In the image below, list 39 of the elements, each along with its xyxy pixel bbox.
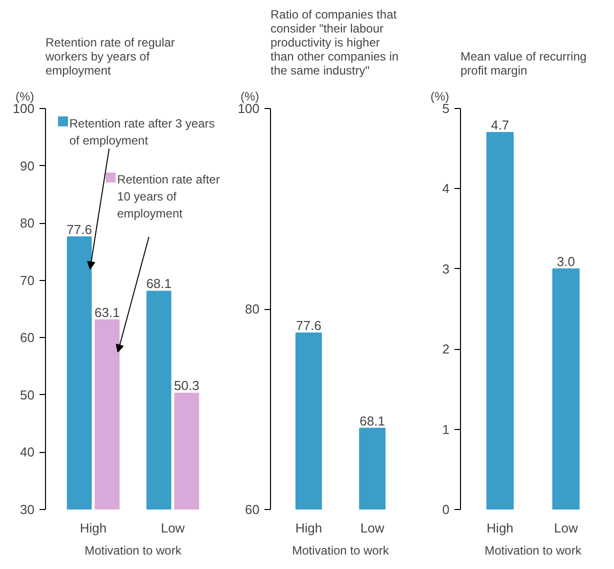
y-axis-title: (%) <box>430 90 450 104</box>
y-tick-label: 80 <box>20 216 35 231</box>
x-axis-title: Motivation to work <box>84 544 182 558</box>
chart-title: Ratio of companies that consider "their labour productivity is higher than other companies in the same industry" <box>270 8 399 78</box>
chart-title: Retention rate of regular workers by years of employment <box>44 36 175 78</box>
x-axis-title: Motivation to work <box>484 544 582 558</box>
data-label: 3.0 <box>556 254 575 269</box>
x-tick-label: Low <box>554 520 578 536</box>
y-tick-label: 40 <box>20 444 35 460</box>
x-tick-label: High <box>486 520 514 536</box>
y-tick-label: 30 <box>20 502 35 517</box>
data-label: 77.6 <box>296 318 322 334</box>
data-label: 4.7 <box>491 118 510 133</box>
x-tick-label: Low <box>360 520 385 536</box>
x-tick-label: High <box>295 520 322 536</box>
chart-title: Mean value of recurring profit margin <box>460 50 587 78</box>
y-tick-label: 1 <box>442 422 450 437</box>
y-tick-label: 0 <box>442 502 450 517</box>
y-tick-label: 60 <box>245 502 260 517</box>
x-axis-title: Motivation to work <box>292 544 390 558</box>
data-label: 68.1 <box>360 413 385 428</box>
data-label: 63.1 <box>94 304 120 320</box>
y-tick-label: 90 <box>20 158 35 174</box>
y-axis-title: (%) <box>240 90 260 104</box>
legend-label: Retention rate after 3 years of employment <box>69 116 215 148</box>
legend-label: Retention rate after 10 years of employment <box>117 172 220 220</box>
y-tick-label: 50 <box>20 387 35 402</box>
y-tick-label: 2 <box>442 342 450 357</box>
y-tick-label: 3 <box>442 261 450 276</box>
x-tick-label: Low <box>160 520 186 536</box>
data-label: 68.1 <box>146 276 172 292</box>
y-tick-label: 80 <box>245 302 260 316</box>
data-label: 50.3 <box>174 378 200 394</box>
y-axis-title: (%) <box>16 90 34 104</box>
x-tick-label: High <box>80 520 107 536</box>
data-label: 77.6 <box>66 222 92 237</box>
y-tick-label: 4 <box>442 181 450 196</box>
y-tick-label: 60 <box>20 330 35 346</box>
y-tick-label: 70 <box>20 272 35 288</box>
